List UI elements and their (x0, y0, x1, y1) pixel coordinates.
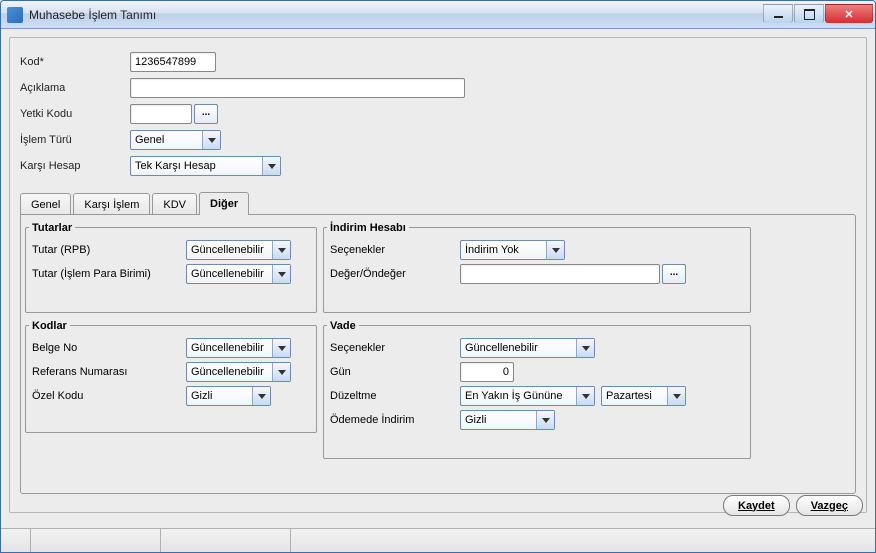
chevron-down-icon (576, 339, 594, 357)
close-button[interactable] (825, 4, 873, 23)
titlebar[interactable]: Muhasebe İşlem Tanımı (1, 1, 875, 29)
tutar-ipb-label: Tutar (İşlem Para Birimi) (32, 268, 186, 280)
ref-no-value: Güncellenebilir (191, 366, 264, 378)
app-window: Muhasebe İşlem Tanımı Kod* Açıklama Yetk… (0, 0, 876, 553)
status-cell-2 (31, 529, 161, 552)
yetki-kodu-lookup-button[interactable] (194, 104, 218, 124)
tab-strip: Genel Karşı İşlem KDV Diğer (20, 192, 856, 214)
group-tutarlar: Tutarlar Tutar (RPB) Güncellenebilir Tut… (25, 223, 317, 321)
islem-turu-label: İşlem Türü (20, 134, 130, 146)
vade-secenekler-label: Seçenekler (330, 342, 460, 354)
yetki-kodu-input[interactable] (130, 104, 192, 124)
vade-duzeltme-select[interactable]: En Yakın İş Gününe (460, 386, 595, 406)
tutar-ipb-select[interactable]: Güncellenebilir (186, 264, 291, 284)
chevron-down-icon (272, 363, 290, 381)
group-tutarlar-title: Tutarlar (29, 222, 75, 234)
kaydet-button[interactable]: Kaydet (723, 495, 790, 516)
kod-label: Kod* (20, 56, 130, 68)
status-cell-3 (161, 529, 291, 552)
client-area: Kod* Açıklama Yetki Kodu İşlem Türü Gene… (1, 29, 875, 552)
status-cell-1 (1, 529, 31, 552)
chevron-down-icon (262, 157, 280, 175)
group-indirim-title: İndirim Hesabı (327, 222, 409, 234)
chevron-down-icon (252, 387, 270, 405)
group-kodlar: Kodlar Belge No Güncellenebilir Referans… (25, 321, 317, 441)
group-kodlar-title: Kodlar (29, 320, 70, 332)
vazgec-label: Vazgeç (811, 500, 848, 512)
islem-turu-select[interactable]: Genel (130, 130, 221, 150)
chevron-down-icon (576, 387, 594, 405)
indirim-deger-lookup-button[interactable] (662, 264, 686, 284)
action-buttons: Kaydet Vazgeç (723, 495, 863, 516)
karsi-hesap-value: Tek Karşı Hesap (135, 160, 216, 172)
karsi-hesap-label: Karşı Hesap (20, 160, 130, 172)
app-icon (7, 7, 23, 23)
chevron-down-icon (546, 241, 564, 259)
belge-no-value: Güncellenebilir (191, 342, 264, 354)
chevron-down-icon (272, 339, 290, 357)
indirim-deger-label: Değer/Öndeğer (330, 268, 460, 280)
group-vade: Vade Seçenekler Güncellenebilir Gün (323, 321, 751, 467)
tab-kdv[interactable]: KDV (152, 193, 197, 215)
karsi-hesap-select[interactable]: Tek Karşı Hesap (130, 156, 281, 176)
chevron-down-icon (202, 131, 220, 149)
minimize-button[interactable] (763, 4, 793, 23)
odemede-indirim-value: Gizli (465, 414, 486, 426)
ref-no-select[interactable]: Güncellenebilir (186, 362, 291, 382)
odemede-indirim-label: Ödemede İndirim (330, 414, 460, 426)
chevron-down-icon (272, 265, 290, 283)
tutar-rpb-label: Tutar (RPB) (32, 244, 186, 256)
chevron-down-icon (667, 387, 685, 405)
indirim-secenekler-value: İndirim Yok (465, 244, 519, 256)
tutar-ipb-value: Güncellenebilir (191, 268, 264, 280)
tutar-rpb-select[interactable]: Güncellenebilir (186, 240, 291, 260)
indirim-deger-input[interactable] (460, 264, 660, 284)
ozel-kodu-select[interactable]: Gizli (186, 386, 271, 406)
tutar-rpb-value: Güncellenebilir (191, 244, 264, 256)
vade-duzeltme-gun-select[interactable]: Pazartesi (601, 386, 686, 406)
chevron-down-icon (272, 241, 290, 259)
yetki-kodu-label: Yetki Kodu (20, 108, 130, 120)
vade-duzeltme-value: En Yakın İş Gününe (465, 390, 562, 402)
indirim-secenekler-select[interactable]: İndirim Yok (460, 240, 565, 260)
vade-secenekler-select[interactable]: Güncellenebilir (460, 338, 595, 358)
indirim-secenekler-label: Seçenekler (330, 244, 460, 256)
aciklama-label: Açıklama (20, 82, 130, 94)
kaydet-label: Kaydet (738, 500, 775, 512)
chevron-down-icon (536, 411, 554, 429)
statusbar (1, 528, 875, 552)
tab-karsi-islem[interactable]: Karşı İşlem (73, 193, 150, 215)
belge-no-select[interactable]: Güncellenebilir (186, 338, 291, 358)
ozel-kodu-label: Özel Kodu (32, 390, 186, 402)
vazgec-button[interactable]: Vazgeç (796, 495, 863, 516)
maximize-button[interactable] (794, 4, 824, 23)
vade-secenekler-value: Güncellenebilir (465, 342, 538, 354)
tab-panel-diger: Tutarlar Tutar (RPB) Güncellenebilir Tut… (20, 214, 856, 494)
group-vade-title: Vade (327, 320, 359, 332)
main-frame: Kod* Açıklama Yetki Kodu İşlem Türü Gene… (9, 37, 867, 513)
window-title: Muhasebe İşlem Tanımı (29, 8, 763, 22)
tab-genel[interactable]: Genel (20, 193, 71, 215)
vade-gun-label: Gün (330, 366, 460, 378)
belge-no-label: Belge No (32, 342, 186, 354)
kod-input[interactable] (130, 52, 216, 72)
islem-turu-value: Genel (135, 134, 164, 146)
vade-duzeltme-gun-value: Pazartesi (606, 390, 652, 402)
tab-diger[interactable]: Diğer (199, 192, 249, 215)
ozel-kodu-value: Gizli (191, 390, 212, 402)
group-indirim-hesabi: İndirim Hesabı Seçenekler İndirim Yok De… (323, 223, 751, 321)
ref-no-label: Referans Numarası (32, 366, 186, 378)
aciklama-input[interactable] (130, 78, 465, 98)
vade-gun-input[interactable] (460, 362, 514, 382)
odemede-indirim-select[interactable]: Gizli (460, 410, 555, 430)
vade-duzeltme-label: Düzeltme (330, 390, 460, 402)
